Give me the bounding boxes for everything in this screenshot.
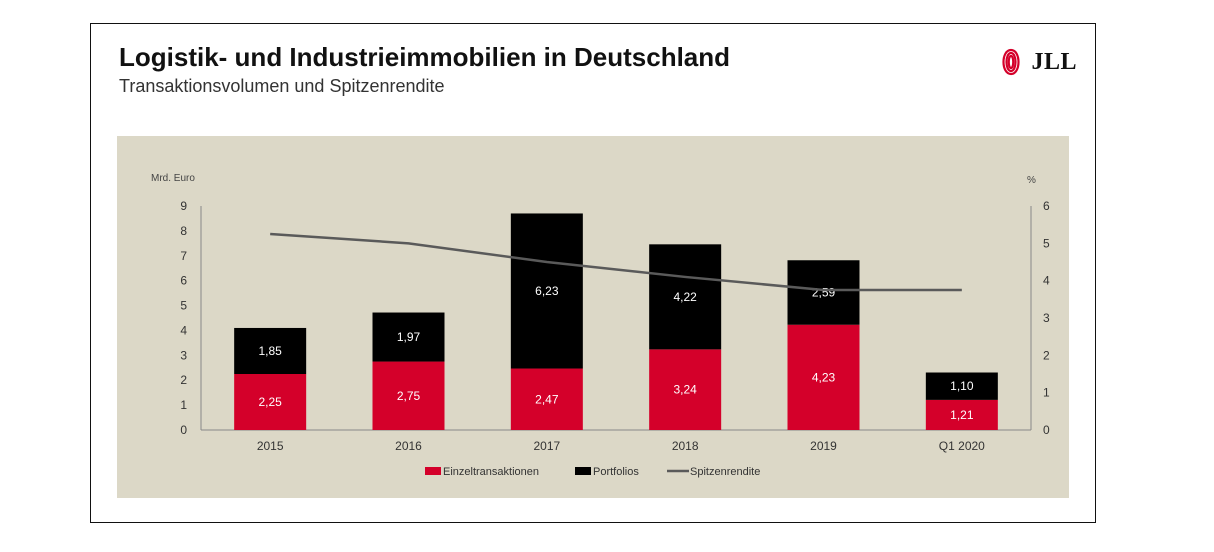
y-tick-left-label: 4 — [180, 323, 187, 337]
data-label-portfolios: 2,59 — [812, 285, 836, 299]
bar-portfolios — [510, 213, 583, 369]
bar-einzeltransaktionen — [787, 324, 860, 430]
y-tick-right-label: 2 — [1043, 348, 1050, 362]
y-tick-left-label: 7 — [180, 249, 187, 263]
x-tick-label: 2015 — [257, 439, 284, 453]
legend-swatch — [575, 467, 591, 475]
y-tick-left-label: 2 — [180, 373, 187, 387]
line-spitzenrendite — [270, 232, 962, 292]
data-label-portfolios: 4,22 — [673, 290, 697, 304]
y-tick-right-label: 1 — [1043, 386, 1050, 400]
data-label-einzeltransaktionen: 2,25 — [258, 395, 282, 409]
slide-frame: Logistik- und Industrieimmobilien in Deu… — [90, 23, 1096, 523]
y-axis-right-unit: % — [1027, 175, 1036, 186]
legend-swatch — [425, 467, 441, 475]
data-label-einzeltransaktionen: 3,24 — [673, 383, 697, 397]
y-tick-left-label: 8 — [180, 224, 187, 238]
y-tick-right-label: 5 — [1043, 236, 1050, 250]
y-tick-left-label: 6 — [180, 274, 187, 288]
data-label-portfolios: 1,85 — [258, 344, 282, 358]
data-label-einzeltransaktionen: 2,47 — [535, 392, 559, 406]
bar-portfolios — [787, 260, 860, 325]
y-tick-left-label: 5 — [180, 299, 187, 313]
data-label-einzeltransaktionen: 2,75 — [397, 389, 421, 403]
bar-einzeltransaktionen — [234, 374, 307, 430]
y-tick-right-label: 4 — [1043, 274, 1050, 288]
y-axis-left-unit: Mrd. Euro — [151, 173, 195, 184]
x-tick-label: 2016 — [395, 439, 422, 453]
jll-logo: JLL — [996, 48, 1077, 76]
y-tick-left-label: 1 — [180, 398, 187, 412]
legend-label: Einzeltransaktionen — [443, 466, 539, 478]
data-label-portfolios: 1,97 — [397, 330, 421, 344]
bar-portfolios — [372, 312, 445, 362]
x-tick-label: 2019 — [810, 439, 837, 453]
page-subtitle: Transaktionsvolumen und Spitzenrendite — [119, 76, 445, 96]
data-label-einzeltransaktionen: 4,23 — [812, 370, 836, 384]
chart-panel: Mrd. Euro% 0 1 2 3 4 5 6 7 8 9 0 1 2 3 4 5 6 2,25 1,85 2015 2… — [117, 136, 1069, 498]
y-tick-right-label: 0 — [1043, 423, 1050, 437]
y-tick-right-label: 3 — [1043, 311, 1050, 325]
bar-portfolios — [925, 372, 998, 400]
data-label-einzeltransaktionen: 1,21 — [950, 408, 974, 422]
y-tick-left-label: 9 — [180, 199, 187, 213]
x-tick-label: 2018 — [672, 439, 699, 453]
legend-label: Spitzenrendite — [690, 466, 760, 478]
bar-einzeltransaktionen — [925, 399, 998, 430]
x-tick-label: 2017 — [533, 439, 560, 453]
bar-einzeltransaktionen — [510, 368, 583, 430]
logo-text: JLL — [1031, 48, 1077, 75]
jll-logo-icon — [1002, 48, 1021, 76]
y-tick-right-label: 6 — [1043, 199, 1050, 213]
data-label-portfolios: 1,10 — [950, 379, 974, 393]
x-tick-label: Q1 2020 — [939, 439, 985, 453]
y-tick-left-label: 0 — [180, 423, 187, 437]
legend-label: Portfolios — [593, 466, 639, 478]
bar-einzeltransaktionen — [649, 349, 722, 430]
bar-portfolios — [234, 327, 307, 374]
page-title: Logistik- und Industrieimmobilien in Deu… — [119, 42, 731, 72]
bar-einzeltransaktionen — [372, 361, 445, 430]
y-tick-left-label: 3 — [180, 348, 187, 362]
bar-portfolios — [649, 244, 722, 350]
data-label-portfolios: 6,23 — [535, 284, 559, 298]
chart-svg: Mrd. Euro % 0 1 2 3 4 5 6 7 8 9 0 1 2 3 4 5 6 2,25 1,85 2015 2… — [151, 173, 1050, 478]
